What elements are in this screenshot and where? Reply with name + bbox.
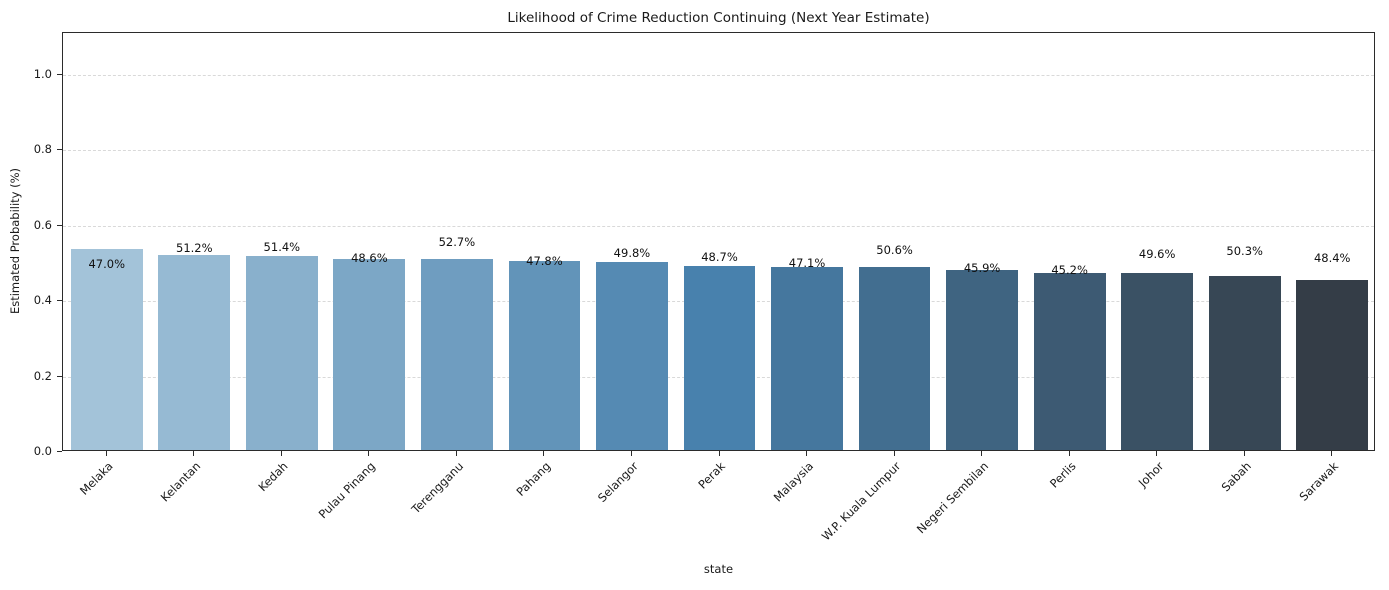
bar-value-label: 45.9% [963,260,1001,275]
bar-kelantan [158,254,231,450]
bar-value-label: 49.8% [613,246,651,261]
bar-melaka [70,248,143,450]
y-tick-label: 0.4 [33,293,52,307]
bar-perlis [1033,272,1106,450]
x-axis-label: state [703,562,734,576]
x-tick-label: Sarawak [1296,459,1342,504]
x-tick-mark [718,451,720,456]
x-tick-mark [543,451,545,456]
x-tick-mark [893,451,895,456]
bar-pulau-pinang [333,258,406,450]
x-tick-mark [1331,451,1333,456]
x-tick-label: Pahang [513,459,554,499]
bar-value-label: 48.7% [701,250,738,265]
bar-value-label: 48.4% [1313,251,1351,266]
bar-value-label: 50.3% [1226,244,1263,259]
x-tick-label: Perlis [1046,459,1079,491]
x-tick-mark [981,451,983,456]
x-tick-label: W.P. Kuala Lumpur [819,459,904,544]
bar-value-label: 49.6% [1138,246,1176,261]
chart-title: Likelihood of Crime Reduction Continuing… [507,10,930,26]
y-tick-label: 0.2 [33,368,52,383]
y-tick-mark [57,300,62,301]
plot-area: 47.0% 51.2% 51.4% 48.6% 52.7% 47.8% 49.8% 48.7%… [62,32,1375,451]
bar-value-label: 47.0% [88,256,126,271]
y-tick-mark [57,224,62,226]
x-tick-mark [455,451,457,456]
bar-negeri-sembilan [946,269,1018,450]
bar-value-label: 47.1% [788,256,826,271]
bar-kedah [245,255,318,450]
x-tick-label: Selangor [594,459,641,505]
gridline [63,150,1374,152]
x-tick-label: Melaka [76,459,116,498]
bar-value-label: 52.7% [438,235,476,250]
x-tick-label: Perak [695,459,729,492]
gridline [63,225,1374,227]
y-tick-label: 0.6 [33,217,52,232]
x-tick-mark [193,451,195,456]
y-tick-mark [57,73,62,75]
x-tick-mark [806,451,808,456]
bar-terengganu [421,259,493,450]
x-tick-label: Negeri Sembilan [913,459,991,537]
y-tick-mark [57,149,62,151]
x-tick-mark [1068,451,1070,456]
bar-pahang [508,260,581,450]
bar-perak [683,266,756,450]
x-tick-label: Sabah [1218,459,1254,495]
bar-w-p-kuala-lumpur [858,267,931,450]
x-tick-label: Malaysia [770,459,816,505]
x-tick-label: Terengganu [408,459,466,517]
y-tick-mark [57,375,62,377]
bar-sarawak [1296,279,1369,450]
bar-value-label: 45.2% [1051,263,1088,278]
y-tick-label: 1.0 [33,66,52,81]
y-tick-label: 0.0 [33,444,52,458]
x-tick-label: Kedah [255,459,291,495]
bar-malaysia [771,266,843,450]
x-tick-mark [1156,451,1158,456]
y-tick-mark [57,451,62,452]
x-tick-label: Johor [1135,459,1167,490]
bar-sabah [1208,276,1281,450]
bar-johor [1121,272,1194,450]
bar-value-label: 51.2% [176,240,213,255]
gridline [63,74,1374,76]
y-tick-label: 0.8 [33,142,52,157]
x-tick-label: Kelantan [157,459,204,505]
bar-value-label: 50.6% [876,243,913,257]
x-tick-mark [630,451,632,456]
bar-selangor [596,262,668,450]
bar-value-label: 48.6% [351,250,388,265]
y-axis-label: Estimated Probability (%) [8,167,22,315]
x-tick-mark [368,451,370,456]
bar-value-label: 51.4% [263,239,301,254]
bar-value-label: 47.8% [526,253,563,268]
x-tick-mark [105,451,107,456]
x-tick-mark [280,451,282,456]
x-tick-mark [1243,451,1245,456]
x-tick-label: Pulau Pinang [316,459,379,522]
